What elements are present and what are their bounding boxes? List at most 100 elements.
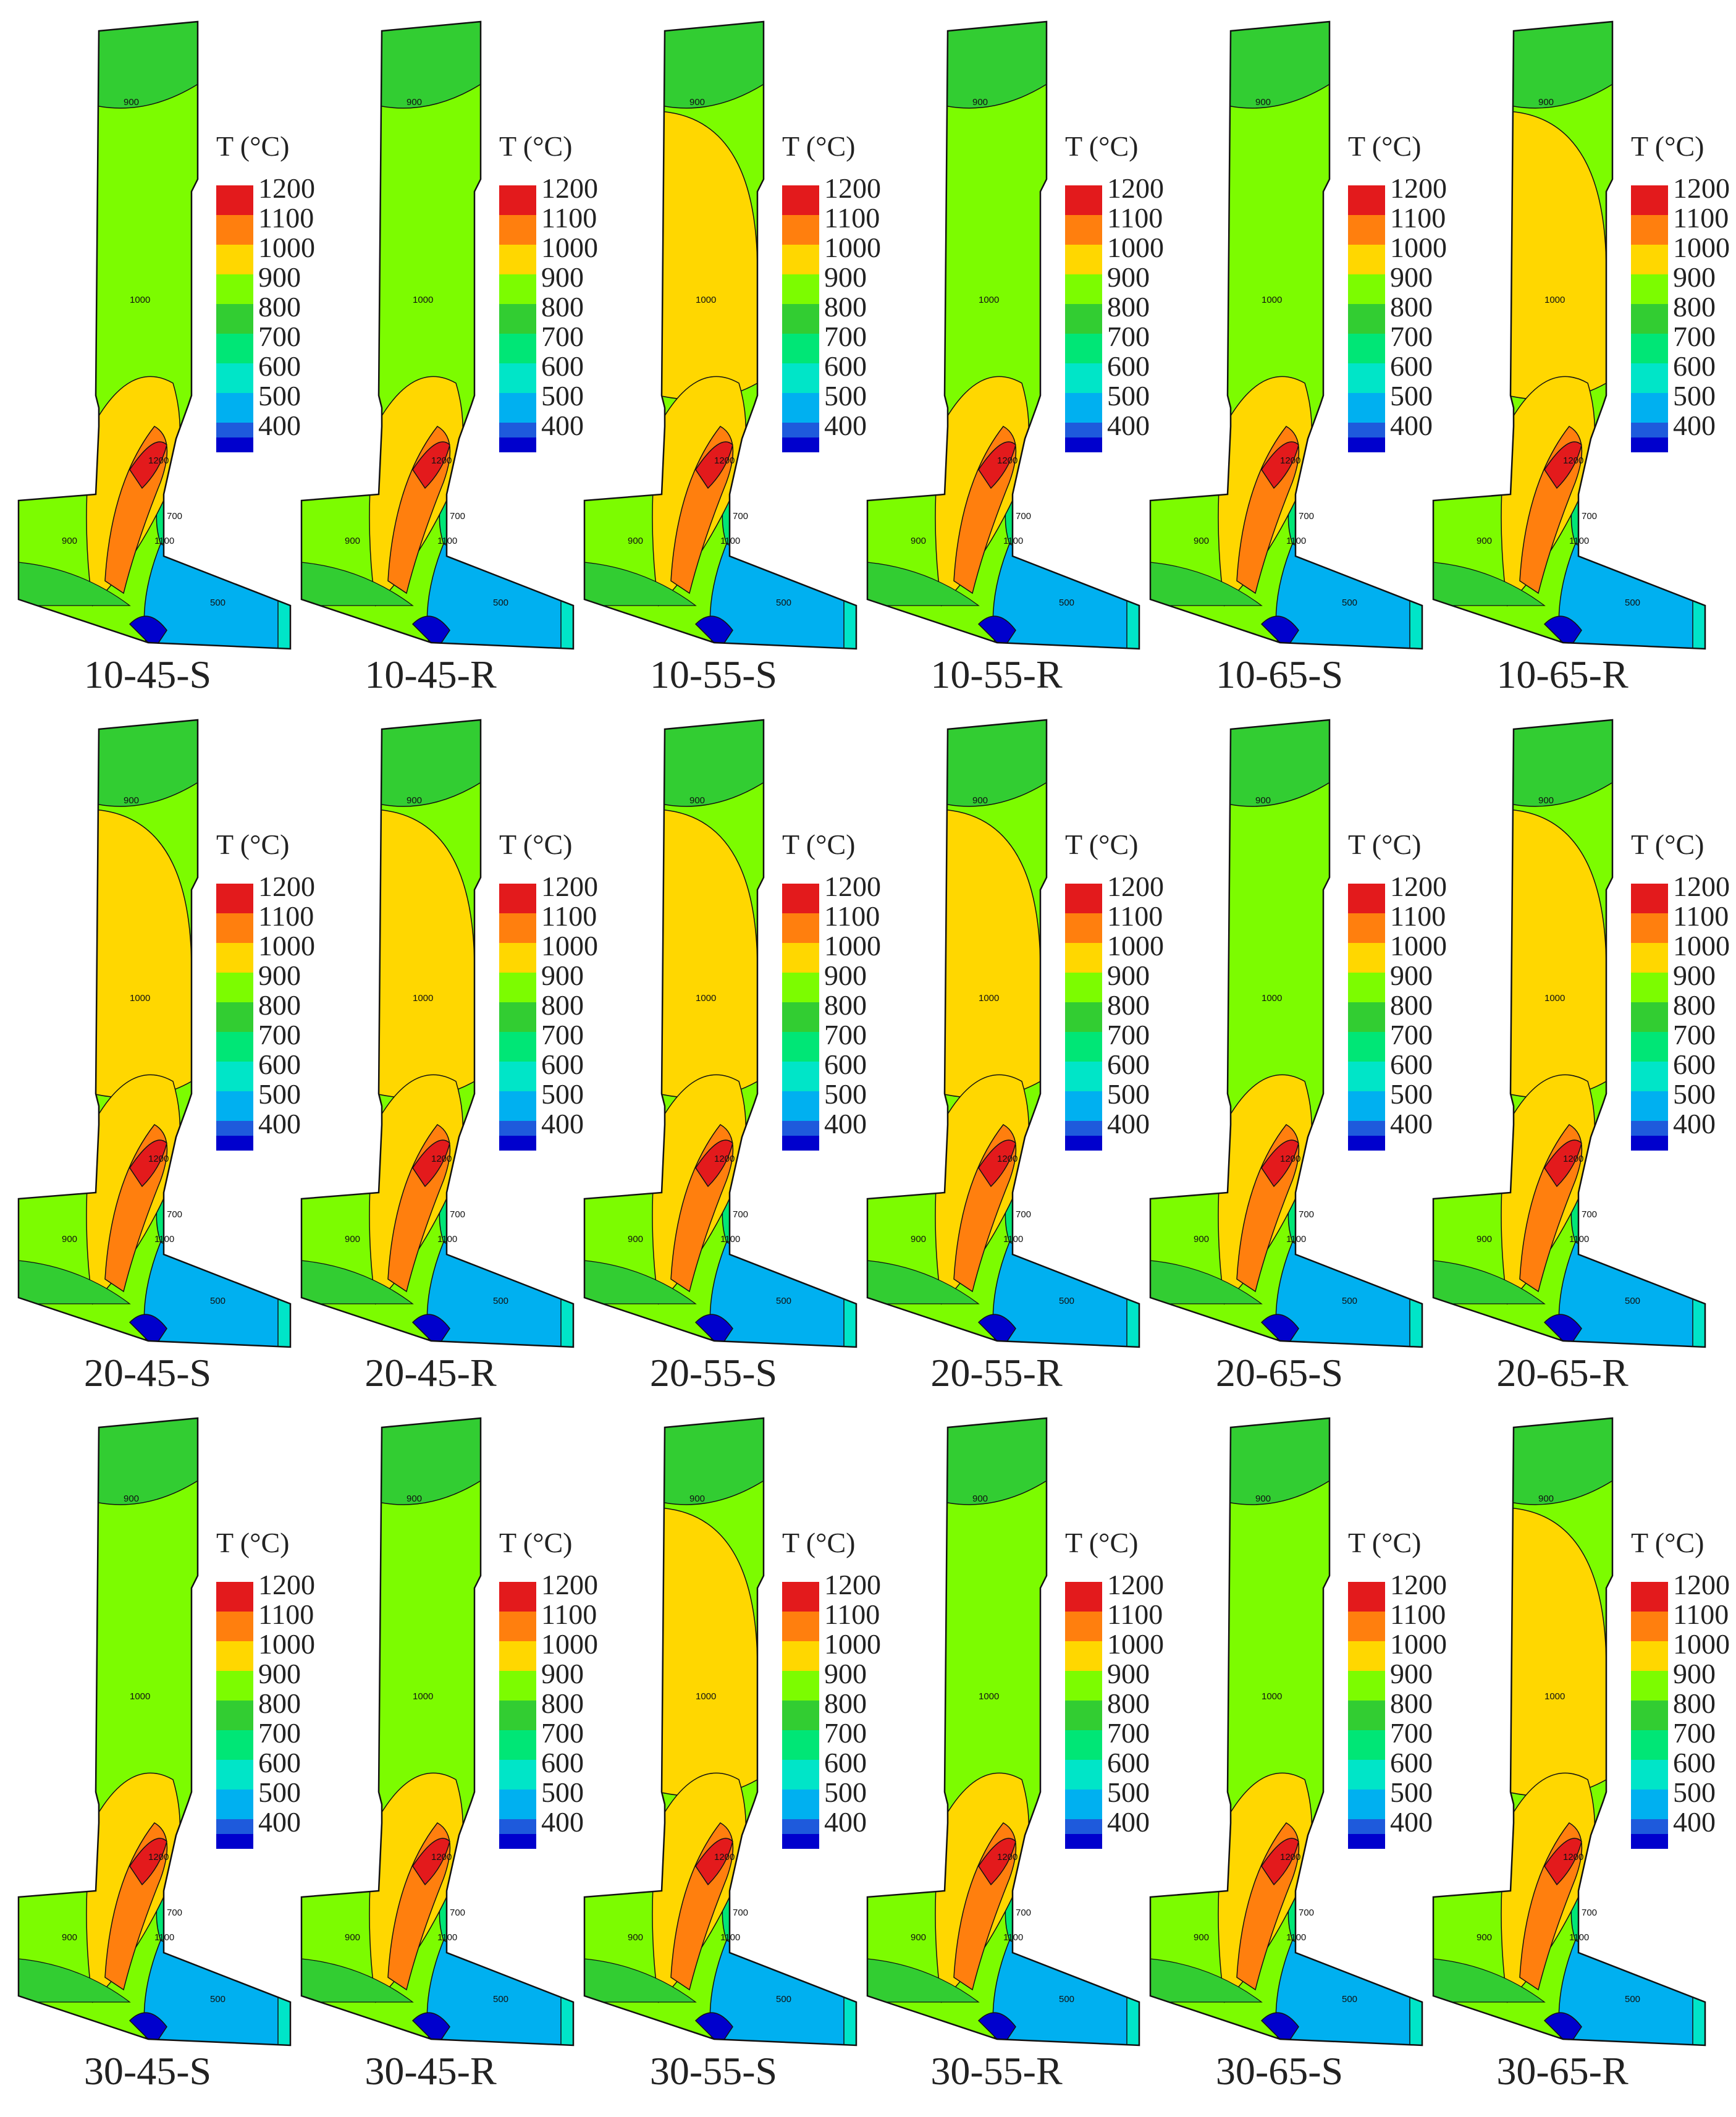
legend-tick-label: 1000 [824, 1628, 881, 1660]
legend-tick-label: 1100 [258, 202, 314, 234]
region-800-bottom [867, 1260, 980, 1304]
region-600 [1126, 1988, 1139, 2045]
legend-tick-label: 800 [1107, 989, 1150, 1021]
legend-tick-label: 400 [1107, 1108, 1150, 1139]
contour-label: 1000 [130, 1691, 150, 1702]
region-1200 [695, 441, 733, 489]
legend-tick-label: 400 [1107, 410, 1150, 441]
legend-tick-label: 1000 [1107, 1628, 1164, 1660]
legend-tick-label: 800 [824, 291, 867, 323]
legend-swatch [499, 1062, 536, 1091]
region-800-bottom [584, 562, 697, 606]
legend-swatch [782, 1671, 819, 1701]
legend-tick-label: 1200 [1390, 172, 1447, 204]
panel-caption: 10-45-R [364, 653, 497, 696]
contour-label: 700 [167, 1209, 182, 1220]
contour-label: 1100 [154, 536, 174, 546]
contour-label: 900 [1538, 795, 1554, 806]
contour-label: 1100 [1569, 1932, 1589, 1943]
region-400 [1260, 1314, 1299, 1347]
legend-swatch-bottom [216, 1136, 253, 1151]
legend-swatch [782, 913, 819, 943]
contour-label: 1000 [979, 1691, 999, 1702]
legend-swatch-bottom [782, 1834, 819, 1849]
contour-label: 1200 [431, 1154, 452, 1164]
legend-swatch [1065, 1730, 1102, 1760]
region-1200 [1544, 441, 1582, 489]
contour-label: 700 [450, 511, 465, 522]
legend-tick-label: 800 [541, 291, 584, 323]
legend-swatch [1631, 1641, 1668, 1671]
legend-tick-label: 700 [541, 321, 584, 352]
legend-tick-label: 400 [1673, 1806, 1716, 1838]
legend-tick-label: 700 [1673, 1019, 1716, 1050]
legend-tick-label: 1000 [824, 930, 881, 961]
legend-swatch [499, 245, 536, 274]
legend-tick-label: 600 [1390, 1747, 1433, 1778]
region-400 [977, 1314, 1016, 1347]
contour-label: 1000 [1262, 993, 1282, 1004]
region-1200 [1544, 1838, 1582, 1886]
legend-swatch [216, 1641, 253, 1671]
temperature-contour-plot: 900 1000 1100 1200 500 900 700 [1149, 1417, 1423, 2047]
legend-tick-label: 800 [258, 989, 301, 1021]
legend-tick-label: 1200 [824, 1569, 881, 1600]
legend-tick-label: 700 [258, 321, 301, 352]
contour-label: 1000 [130, 295, 150, 305]
legend-swatch [782, 1002, 819, 1032]
region-1200 [129, 1838, 167, 1886]
contour-label: 900 [345, 1234, 360, 1244]
panel-caption: 10-65-S [1215, 653, 1344, 696]
region-600 [1692, 1988, 1705, 2045]
legend-tick-label: 700 [1390, 321, 1433, 352]
legend-tick-label: 500 [258, 1078, 301, 1110]
region-800-bottom [1433, 562, 1546, 606]
legend-swatch [216, 274, 253, 304]
legend-tick-label: 900 [1390, 960, 1433, 991]
region-800-bottom [1433, 1958, 1546, 2003]
legend-tick-label: 400 [1390, 1108, 1433, 1139]
legend-tick-label: 1000 [1390, 1628, 1447, 1660]
legend-tick-label: 800 [824, 989, 867, 1021]
panel-caption: 20-65-S [1215, 1351, 1344, 1395]
region-400 [1543, 1314, 1582, 1347]
legend-swatch [216, 1002, 253, 1032]
contour-label: 700 [1582, 1908, 1597, 1918]
legend-swatch [782, 304, 819, 334]
legend-swatch [499, 1582, 536, 1612]
contour-label: 700 [1016, 511, 1031, 522]
contour-label: 1000 [413, 993, 433, 1004]
contour-panel: 900 1000 1100 1200 500 900 700 T (°C) 1200 1100 10… [289, 1409, 598, 2101]
legend-swatch [1631, 215, 1668, 245]
legend-tick-label: 600 [258, 1747, 301, 1778]
legend-swatch [499, 215, 536, 245]
legend-swatch [216, 304, 253, 334]
legend-tick-label: 1200 [1673, 172, 1730, 204]
legend-swatch [1348, 1790, 1385, 1819]
contour-label: 1000 [696, 993, 716, 1004]
legend-title: T (°C) [1348, 1527, 1422, 1558]
furnace-outline [1432, 719, 1706, 1348]
contour-panel: 900 1000 1100 1200 500 900 700 T (°C) 1200 1100 10… [855, 711, 1164, 1403]
legend-swatch [499, 1819, 536, 1834]
contour-label: 700 [733, 511, 748, 522]
legend-swatch [499, 185, 536, 215]
legend-swatch [499, 1641, 536, 1671]
legend-swatch [1065, 1062, 1102, 1091]
legend-swatch [1065, 423, 1102, 437]
legend-swatch [216, 1730, 253, 1760]
contour-label: 1200 [148, 1154, 169, 1164]
legend-swatch [1065, 245, 1102, 274]
contour-label: 700 [1299, 511, 1314, 522]
legend-tick-label: 500 [1107, 380, 1150, 412]
legend-tick-label: 1000 [1390, 930, 1447, 961]
legend-swatch [499, 393, 536, 423]
legend-swatch [1065, 1582, 1102, 1612]
legend-swatch [782, 215, 819, 245]
furnace-outline [17, 1417, 292, 2047]
contour-label: 900 [628, 1932, 643, 1943]
legend-swatch [1631, 1671, 1668, 1701]
legend-swatch [1065, 973, 1102, 1002]
temperature-contour-plot: 900 1000 1100 1200 500 900 700 [17, 1417, 292, 2047]
